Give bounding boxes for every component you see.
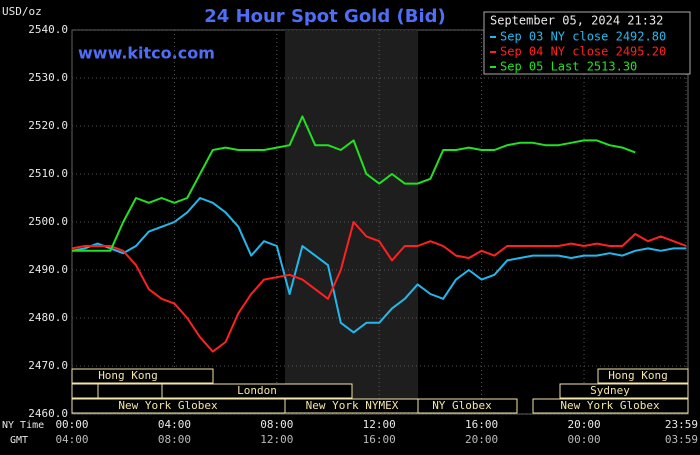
x-tick-label: 04:00 — [158, 418, 191, 431]
y-tick-label: 2540.0 — [28, 23, 68, 36]
x-tick-label: 12:00 — [260, 433, 293, 446]
y-tick-label: 2460.0 — [28, 407, 68, 420]
session-label: Sydney — [590, 384, 630, 397]
watermark: www.kitco.com — [78, 44, 215, 63]
x-tick-label: 08:00 — [158, 433, 191, 446]
x-tick-label: 03:59 — [665, 433, 698, 446]
session-box — [71, 383, 99, 399]
x-tick-label: 16:00 — [465, 418, 498, 431]
y-tick-label: 2470.0 — [28, 359, 68, 372]
market-hours-shade — [285, 30, 418, 414]
lines — [71, 115, 687, 353]
legend-box — [483, 11, 691, 75]
y-tick-label: 2480.0 — [28, 311, 68, 324]
session-box — [417, 398, 518, 414]
y-tick-label: 2500.0 — [28, 215, 68, 228]
x-tick-label: 20:00 — [567, 418, 600, 431]
y-tick-label: 2530.0 — [28, 71, 68, 84]
timestamp: September 05, 2024 21:32 — [490, 14, 663, 28]
grid — [71, 29, 687, 415]
legend-label: Sep 04 NY close 2495.20 — [500, 45, 666, 59]
session-box — [559, 383, 689, 399]
y-tick-label: 2490.0 — [28, 263, 68, 276]
x-tick-label: 20:00 — [465, 433, 498, 446]
x-tick-label: 08:00 — [260, 418, 293, 431]
x-tick-label: 04:00 — [55, 433, 88, 446]
session-box — [161, 383, 353, 399]
x2-row-label: GMT — [10, 435, 28, 446]
session-label: Hong Kong — [98, 369, 158, 382]
sessions: Hong Kong London New York Globex New Yor… — [71, 368, 689, 414]
session-label: Hong Kong — [608, 369, 668, 382]
session-label: London — [237, 384, 277, 397]
unit-label: USD/oz — [2, 5, 42, 18]
chart-title: 24 Hour Spot Gold (Bid) — [204, 6, 445, 27]
session-label: New York Globex — [118, 399, 218, 412]
series-line — [72, 115, 636, 252]
y-tick-label: 2520.0 — [28, 119, 68, 132]
x-tick-label: 00:00 — [567, 433, 600, 446]
x-tick-label: 23:59 — [665, 418, 698, 431]
series-line — [71, 221, 687, 353]
session-label: New York NYMEX — [306, 399, 399, 412]
session-label: New York Globex — [560, 399, 660, 412]
session-box — [597, 368, 689, 384]
session-label: NY Globex — [432, 399, 492, 412]
legend-label: Sep 03 NY close 2492.80 — [500, 30, 666, 44]
y-tick-label: 2510.0 — [28, 167, 68, 180]
session-box — [532, 398, 689, 414]
session-box — [97, 383, 163, 399]
session-box — [71, 368, 214, 384]
x-tick-label: 12:00 — [363, 418, 396, 431]
x-tick-label: 16:00 — [363, 433, 396, 446]
x-tick-label: 00:00 — [55, 418, 88, 431]
x-row-label: NY Time — [2, 420, 44, 431]
series-line — [71, 197, 687, 334]
legend-label: Sep 05 Last 2513.30 — [500, 60, 637, 74]
